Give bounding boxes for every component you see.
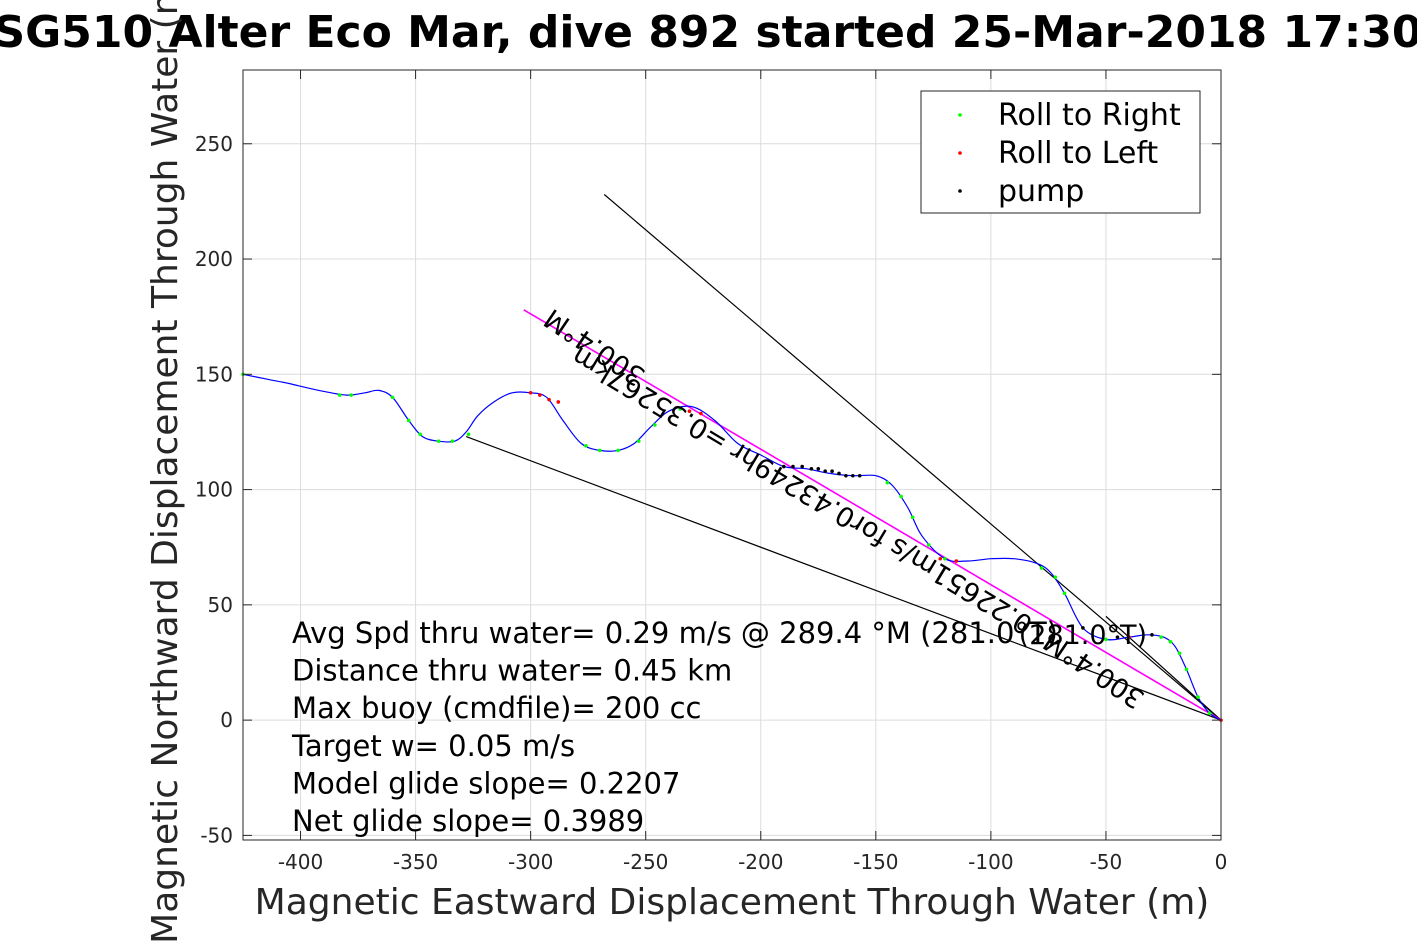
roll-left-point bbox=[538, 393, 542, 397]
legend-marker-roll-left bbox=[958, 151, 962, 155]
stat-line: Target w= 0.05 m/s bbox=[291, 729, 575, 763]
y-tick-label: 150 bbox=[195, 362, 233, 386]
roll-right-point bbox=[406, 418, 411, 423]
y-tick-label: 200 bbox=[195, 247, 233, 271]
stats-panel: Avg Spd thru water= 0.29 m/s @ 289.4 °M … bbox=[291, 616, 1058, 838]
stat-line: Max buoy (cmdfile)= 200 cc bbox=[292, 691, 701, 725]
legend-label-roll-left: Roll to Left bbox=[998, 136, 1158, 171]
roll-right-point bbox=[943, 556, 947, 561]
roll-right-point bbox=[597, 448, 602, 453]
x-tick-label: -250 bbox=[623, 850, 668, 874]
roll-right-point bbox=[1062, 591, 1067, 596]
roll-right-point bbox=[1196, 695, 1200, 699]
stat-line: Model glide slope= 0.2207 bbox=[292, 766, 680, 800]
roll-left-point bbox=[1127, 635, 1131, 639]
roll-right-point bbox=[390, 395, 395, 400]
x-axis-label: Magnetic Eastward Displacement Through W… bbox=[255, 882, 1210, 923]
y-tick-label: 0 bbox=[220, 708, 233, 732]
roll-left-point bbox=[687, 409, 692, 413]
roll-left-point bbox=[954, 559, 959, 563]
pump-point bbox=[791, 464, 795, 469]
roll-right-point bbox=[349, 393, 353, 397]
y-tick-label: 250 bbox=[195, 132, 233, 156]
pump-point bbox=[857, 473, 862, 478]
roll-left-point bbox=[528, 390, 533, 395]
marker-layer bbox=[241, 372, 1223, 722]
y-tick-label: -50 bbox=[200, 823, 233, 847]
pump-point bbox=[837, 471, 841, 476]
roll-right-point bbox=[1184, 667, 1189, 672]
roll-right-point bbox=[885, 480, 890, 485]
y-tick-label: 50 bbox=[208, 593, 233, 617]
y-axis-label: Magnetic Northward Displacement Through … bbox=[145, 0, 186, 944]
roll-left-point bbox=[547, 397, 551, 402]
pump-point bbox=[781, 464, 786, 469]
legend: Roll to Right Roll to Left pump bbox=[920, 90, 1201, 214]
plot-frame bbox=[242, 69, 1222, 841]
pump-point bbox=[1150, 633, 1154, 637]
roll-right-point bbox=[1104, 637, 1108, 642]
pump-point bbox=[800, 464, 804, 469]
roll-right-point bbox=[1207, 711, 1212, 716]
roll-right-point bbox=[899, 494, 903, 499]
roll-right-point bbox=[1177, 651, 1182, 656]
roll-right-point bbox=[616, 448, 620, 453]
roll-right-point bbox=[653, 423, 657, 427]
legend-box bbox=[920, 90, 1201, 214]
pump-point bbox=[816, 467, 821, 471]
x-tick-label: -50 bbox=[1090, 850, 1123, 874]
pump-point bbox=[1115, 635, 1120, 639]
roll-left-point bbox=[699, 411, 703, 416]
annotation-text: (281.0°T) bbox=[1019, 620, 1147, 651]
pump-point bbox=[844, 473, 848, 478]
x-tick-label: -100 bbox=[968, 850, 1013, 874]
roll-right-point bbox=[436, 439, 441, 443]
x-tick-label: -150 bbox=[853, 850, 898, 874]
roll-right-point bbox=[1168, 639, 1173, 644]
y-tick-label: 100 bbox=[195, 478, 233, 502]
roll-right-point bbox=[450, 439, 455, 443]
roll-left-point bbox=[938, 556, 943, 561]
legend-marker-roll-right bbox=[958, 113, 962, 117]
pump-point bbox=[851, 473, 855, 478]
legend-label-roll-right: Roll to Right bbox=[998, 98, 1181, 133]
roll-right-point bbox=[1159, 635, 1163, 639]
x-tick-label: -400 bbox=[278, 850, 323, 874]
roll-right-point bbox=[1053, 575, 1058, 579]
roll-right-point bbox=[678, 407, 683, 411]
x-tick-label: 0 bbox=[1215, 850, 1228, 874]
legend-label-pump: pump bbox=[998, 174, 1084, 209]
pump-point bbox=[1081, 626, 1085, 630]
reference-line bbox=[466, 435, 1222, 721]
stat-line: Net glide slope= 0.3989 bbox=[292, 804, 644, 838]
roll-right-point bbox=[926, 543, 931, 547]
x-tick-label: -300 bbox=[508, 850, 553, 874]
roll-right-point bbox=[337, 393, 342, 397]
roll-right-point bbox=[418, 432, 422, 437]
stat-line: Distance thru water= 0.45 km bbox=[292, 654, 732, 688]
glide-line bbox=[523, 309, 1222, 721]
pump-point bbox=[830, 469, 834, 473]
roll-right-point bbox=[584, 443, 588, 448]
pump-point bbox=[823, 469, 827, 473]
x-tick-label: -350 bbox=[393, 850, 438, 874]
roll-left-point bbox=[556, 400, 561, 404]
axis-ticks: -400 -350 -300 -250 -200 -150 -100 -50 0 -50 0 50 10… bbox=[195, 70, 1228, 874]
roll-right-point bbox=[637, 439, 641, 443]
roll-right-point bbox=[910, 515, 915, 520]
chart-title: SG510 Alter Eco Mar, dive 892 started 25… bbox=[0, 7, 1417, 58]
reference-line bbox=[603, 194, 1222, 721]
x-tick-label: -200 bbox=[738, 850, 783, 874]
legend-marker-pump bbox=[958, 189, 962, 193]
pump-point bbox=[809, 467, 814, 471]
stat-line: Avg Spd thru water= 0.29 m/s @ 289.4 °M … bbox=[292, 616, 1058, 650]
roll-right-point bbox=[1039, 566, 1044, 570]
roll-right-point bbox=[466, 432, 471, 437]
